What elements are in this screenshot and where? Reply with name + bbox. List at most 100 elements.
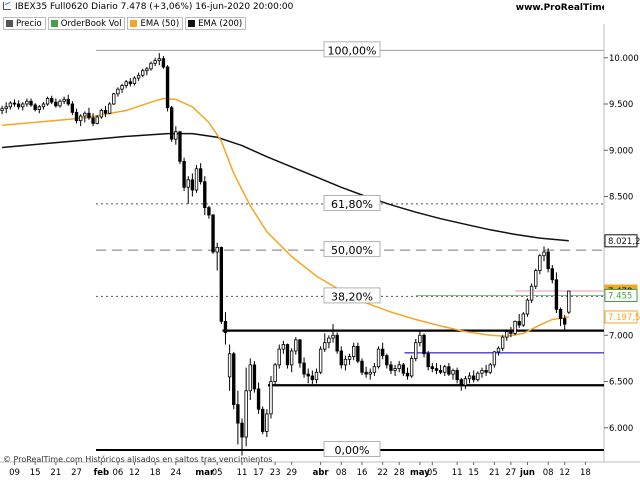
legend-item-orderbook[interactable]: OrderBook Vol (47, 17, 126, 30)
x-tick-label: 21 (489, 468, 500, 478)
candle (318, 346, 323, 375)
candle (505, 329, 509, 341)
candle (174, 126, 178, 145)
candle (525, 298, 530, 317)
legend-label: EMA (200) (198, 18, 243, 29)
candle-body (194, 168, 199, 191)
candle-body (66, 98, 70, 105)
candle (198, 163, 203, 185)
candle (78, 114, 83, 127)
candle (380, 342, 385, 360)
candle-body (170, 107, 174, 140)
candle (289, 348, 294, 373)
price-marker-box (604, 288, 638, 302)
candle (207, 205, 211, 219)
candle-body (393, 368, 397, 371)
candle (422, 333, 426, 358)
candle-body (240, 422, 244, 438)
indicator-legend: Precio OrderBook Vol EMA (50) EMA (200) (3, 17, 247, 30)
candle-body (558, 308, 563, 320)
candle-body (343, 358, 348, 366)
candle (335, 332, 339, 354)
candle-body (467, 375, 472, 380)
candle-body (472, 375, 476, 381)
candle (306, 368, 310, 384)
candle (232, 351, 236, 410)
candle (132, 76, 137, 86)
candle-body (401, 364, 406, 374)
candle-body (91, 117, 95, 124)
candle-body (459, 379, 463, 386)
candle-body (521, 313, 526, 326)
legend-swatch (130, 20, 138, 27)
candle (554, 272, 559, 314)
candle-body (95, 116, 99, 124)
price-marker-label: 8.021,2 (608, 237, 640, 247)
candle-body (360, 360, 364, 373)
candle-body (488, 364, 492, 373)
fibonacci-label: 61,80% (331, 198, 373, 211)
candle (563, 314, 567, 331)
candle (265, 409, 269, 438)
candle-body (70, 103, 75, 113)
x-tick-label: abr (313, 468, 330, 478)
legend-item-ema50[interactable]: EMA (50) (127, 17, 184, 30)
candle-body (368, 371, 372, 375)
candle (256, 382, 261, 414)
candle (323, 333, 327, 352)
candle-body (261, 408, 265, 432)
x-tick-label: 06 (112, 468, 123, 478)
candle-body (550, 268, 554, 281)
candle (112, 92, 116, 105)
chart-title: IBEX35 Full0620 Diario 7.478 (+3,06%) 16… (15, 2, 294, 12)
candle-body (37, 106, 41, 110)
candle (248, 358, 252, 401)
candle (41, 102, 46, 110)
candle (194, 165, 199, 193)
x-tick-label: 16 (357, 468, 368, 478)
x-tick-label: 17 (253, 468, 264, 478)
candle (95, 115, 99, 125)
candle (261, 406, 265, 435)
candle-body (58, 100, 62, 107)
candle (124, 79, 128, 89)
candle-body (83, 112, 87, 117)
chart-type-icon[interactable] (3, 2, 11, 10)
x-tick-label: 09 (9, 468, 20, 478)
candle-body (277, 348, 281, 366)
candle (509, 326, 513, 338)
candle (389, 361, 393, 375)
x-tick-label: 05 (427, 468, 438, 478)
candle-body (418, 334, 422, 344)
candle-body (50, 98, 54, 103)
legend-swatch (188, 20, 196, 27)
candle (99, 108, 104, 119)
brand-url[interactable]: www.ProRealTime.com (515, 3, 632, 13)
candle (339, 346, 343, 369)
candle (54, 98, 58, 108)
candle (397, 361, 401, 373)
candle (567, 290, 571, 314)
candle-body (389, 364, 393, 371)
candle-body (306, 373, 310, 377)
candle-body (161, 58, 166, 68)
candle (360, 358, 364, 376)
candle (451, 368, 455, 380)
candle (534, 268, 538, 290)
x-tick-label: 27 (506, 468, 517, 478)
candle-body (409, 357, 414, 377)
candle (165, 65, 170, 112)
x-tick-label: 18 (150, 468, 161, 478)
legend-item-ema200[interactable]: EMA (200) (185, 17, 247, 30)
x-tick-label: mar (195, 468, 215, 478)
x-tick-label: 15 (30, 468, 41, 478)
candle-body (273, 364, 277, 382)
y-tick-label: 6.500 (609, 378, 633, 388)
candle (347, 353, 352, 365)
candle (546, 248, 550, 273)
candle (219, 246, 224, 325)
legend-item-precio[interactable]: Precio (3, 17, 46, 30)
candle-body (107, 103, 112, 114)
candle-body (87, 112, 91, 119)
